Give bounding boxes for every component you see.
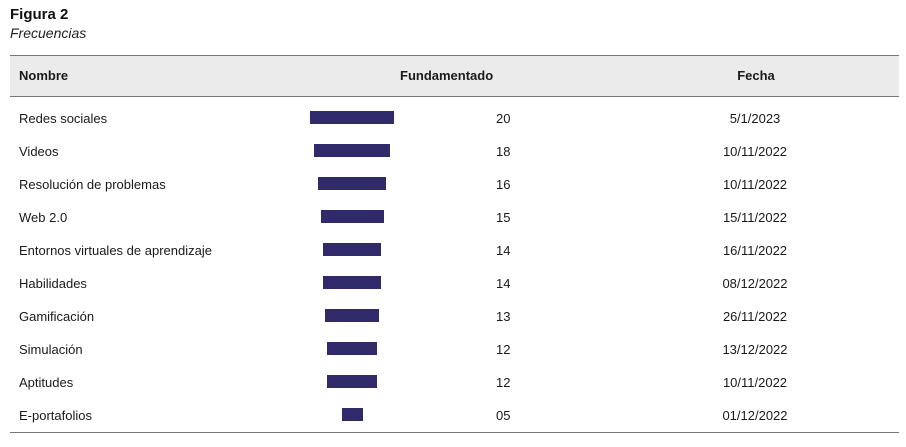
- header-fecha: Fecha: [737, 68, 775, 83]
- frequency-bar: [341, 408, 363, 421]
- frequency-bar: [322, 276, 382, 289]
- frequency-bar: [320, 210, 384, 223]
- table-row: Simulación 12 13/12/2022: [10, 333, 899, 366]
- row-value: 20: [496, 111, 511, 126]
- row-name: Videos: [19, 144, 59, 159]
- row-value: 16: [496, 177, 511, 192]
- row-date: 13/12/2022: [722, 342, 788, 357]
- table-row: E-portafolios 05 01/12/2022: [10, 399, 899, 432]
- frequency-bar: [326, 375, 378, 388]
- table-row: Aptitudes 12 10/11/2022: [10, 366, 899, 399]
- row-name: Aptitudes: [19, 375, 74, 390]
- frequency-bar: [314, 144, 390, 157]
- row-value: 12: [496, 342, 511, 357]
- row-date: 5/1/2023: [729, 111, 781, 126]
- header-nombre: Nombre: [19, 68, 69, 83]
- row-value: 14: [496, 276, 511, 291]
- row-date: 10/11/2022: [722, 177, 788, 192]
- row-name: Entornos virtuales de aprendizaje: [19, 243, 212, 258]
- header-fundamentado: Fundamentado: [400, 68, 494, 83]
- row-date: 10/11/2022: [722, 144, 788, 159]
- table-row: Habilidades 14 08/12/2022: [10, 267, 899, 300]
- table-row: Web 2.0 15 15/11/2022: [10, 201, 899, 234]
- row-date: 15/11/2022: [722, 210, 788, 225]
- row-value: 12: [496, 375, 511, 390]
- figure-subtitle: Frecuencias: [10, 25, 87, 41]
- row-value: 14: [496, 243, 511, 258]
- table-row: Resolución de problemas 16 10/11/2022: [10, 168, 899, 201]
- row-name: E-portafolios: [19, 408, 92, 423]
- frequency-bar: [324, 309, 380, 322]
- row-value: 13: [496, 309, 511, 324]
- figure-title: Figura 2: [10, 6, 69, 23]
- row-name: Habilidades: [19, 276, 87, 291]
- frequency-bar: [318, 177, 386, 190]
- table-row: Gamificación 13 26/11/2022: [10, 300, 899, 333]
- row-date: 08/12/2022: [722, 276, 788, 291]
- table-row: Videos 18 10/11/2022: [10, 135, 899, 168]
- row-date: 01/12/2022: [722, 408, 788, 423]
- row-name: Resolución de problemas: [19, 177, 166, 192]
- row-name: Redes sociales: [19, 111, 108, 126]
- row-name: Web 2.0: [19, 210, 68, 225]
- table-body: Redes sociales 20 5/1/2023 Videos 18 10/11/20…: [10, 97, 899, 433]
- frequency-bar: [310, 111, 394, 124]
- row-date: 26/11/2022: [722, 309, 788, 324]
- row-date: 16/11/2022: [722, 243, 788, 258]
- row-value: 05: [496, 408, 511, 423]
- frequency-bar: [322, 243, 382, 256]
- frequency-table: Nombre Fundamentado Fecha Redes sociales…: [10, 55, 899, 433]
- row-value: 15: [496, 210, 511, 225]
- row-value: 18: [496, 144, 511, 159]
- row-date: 10/11/2022: [722, 375, 788, 390]
- row-name: Gamificación: [19, 309, 95, 324]
- table-row: Entornos virtuales de aprendizaje 14 16/11…: [10, 234, 899, 267]
- row-name: Simulación: [19, 342, 83, 357]
- table-row: Redes sociales 20 5/1/2023: [10, 102, 899, 135]
- frequency-bar: [326, 342, 378, 355]
- table-header: Nombre Fundamentado Fecha: [10, 55, 899, 97]
